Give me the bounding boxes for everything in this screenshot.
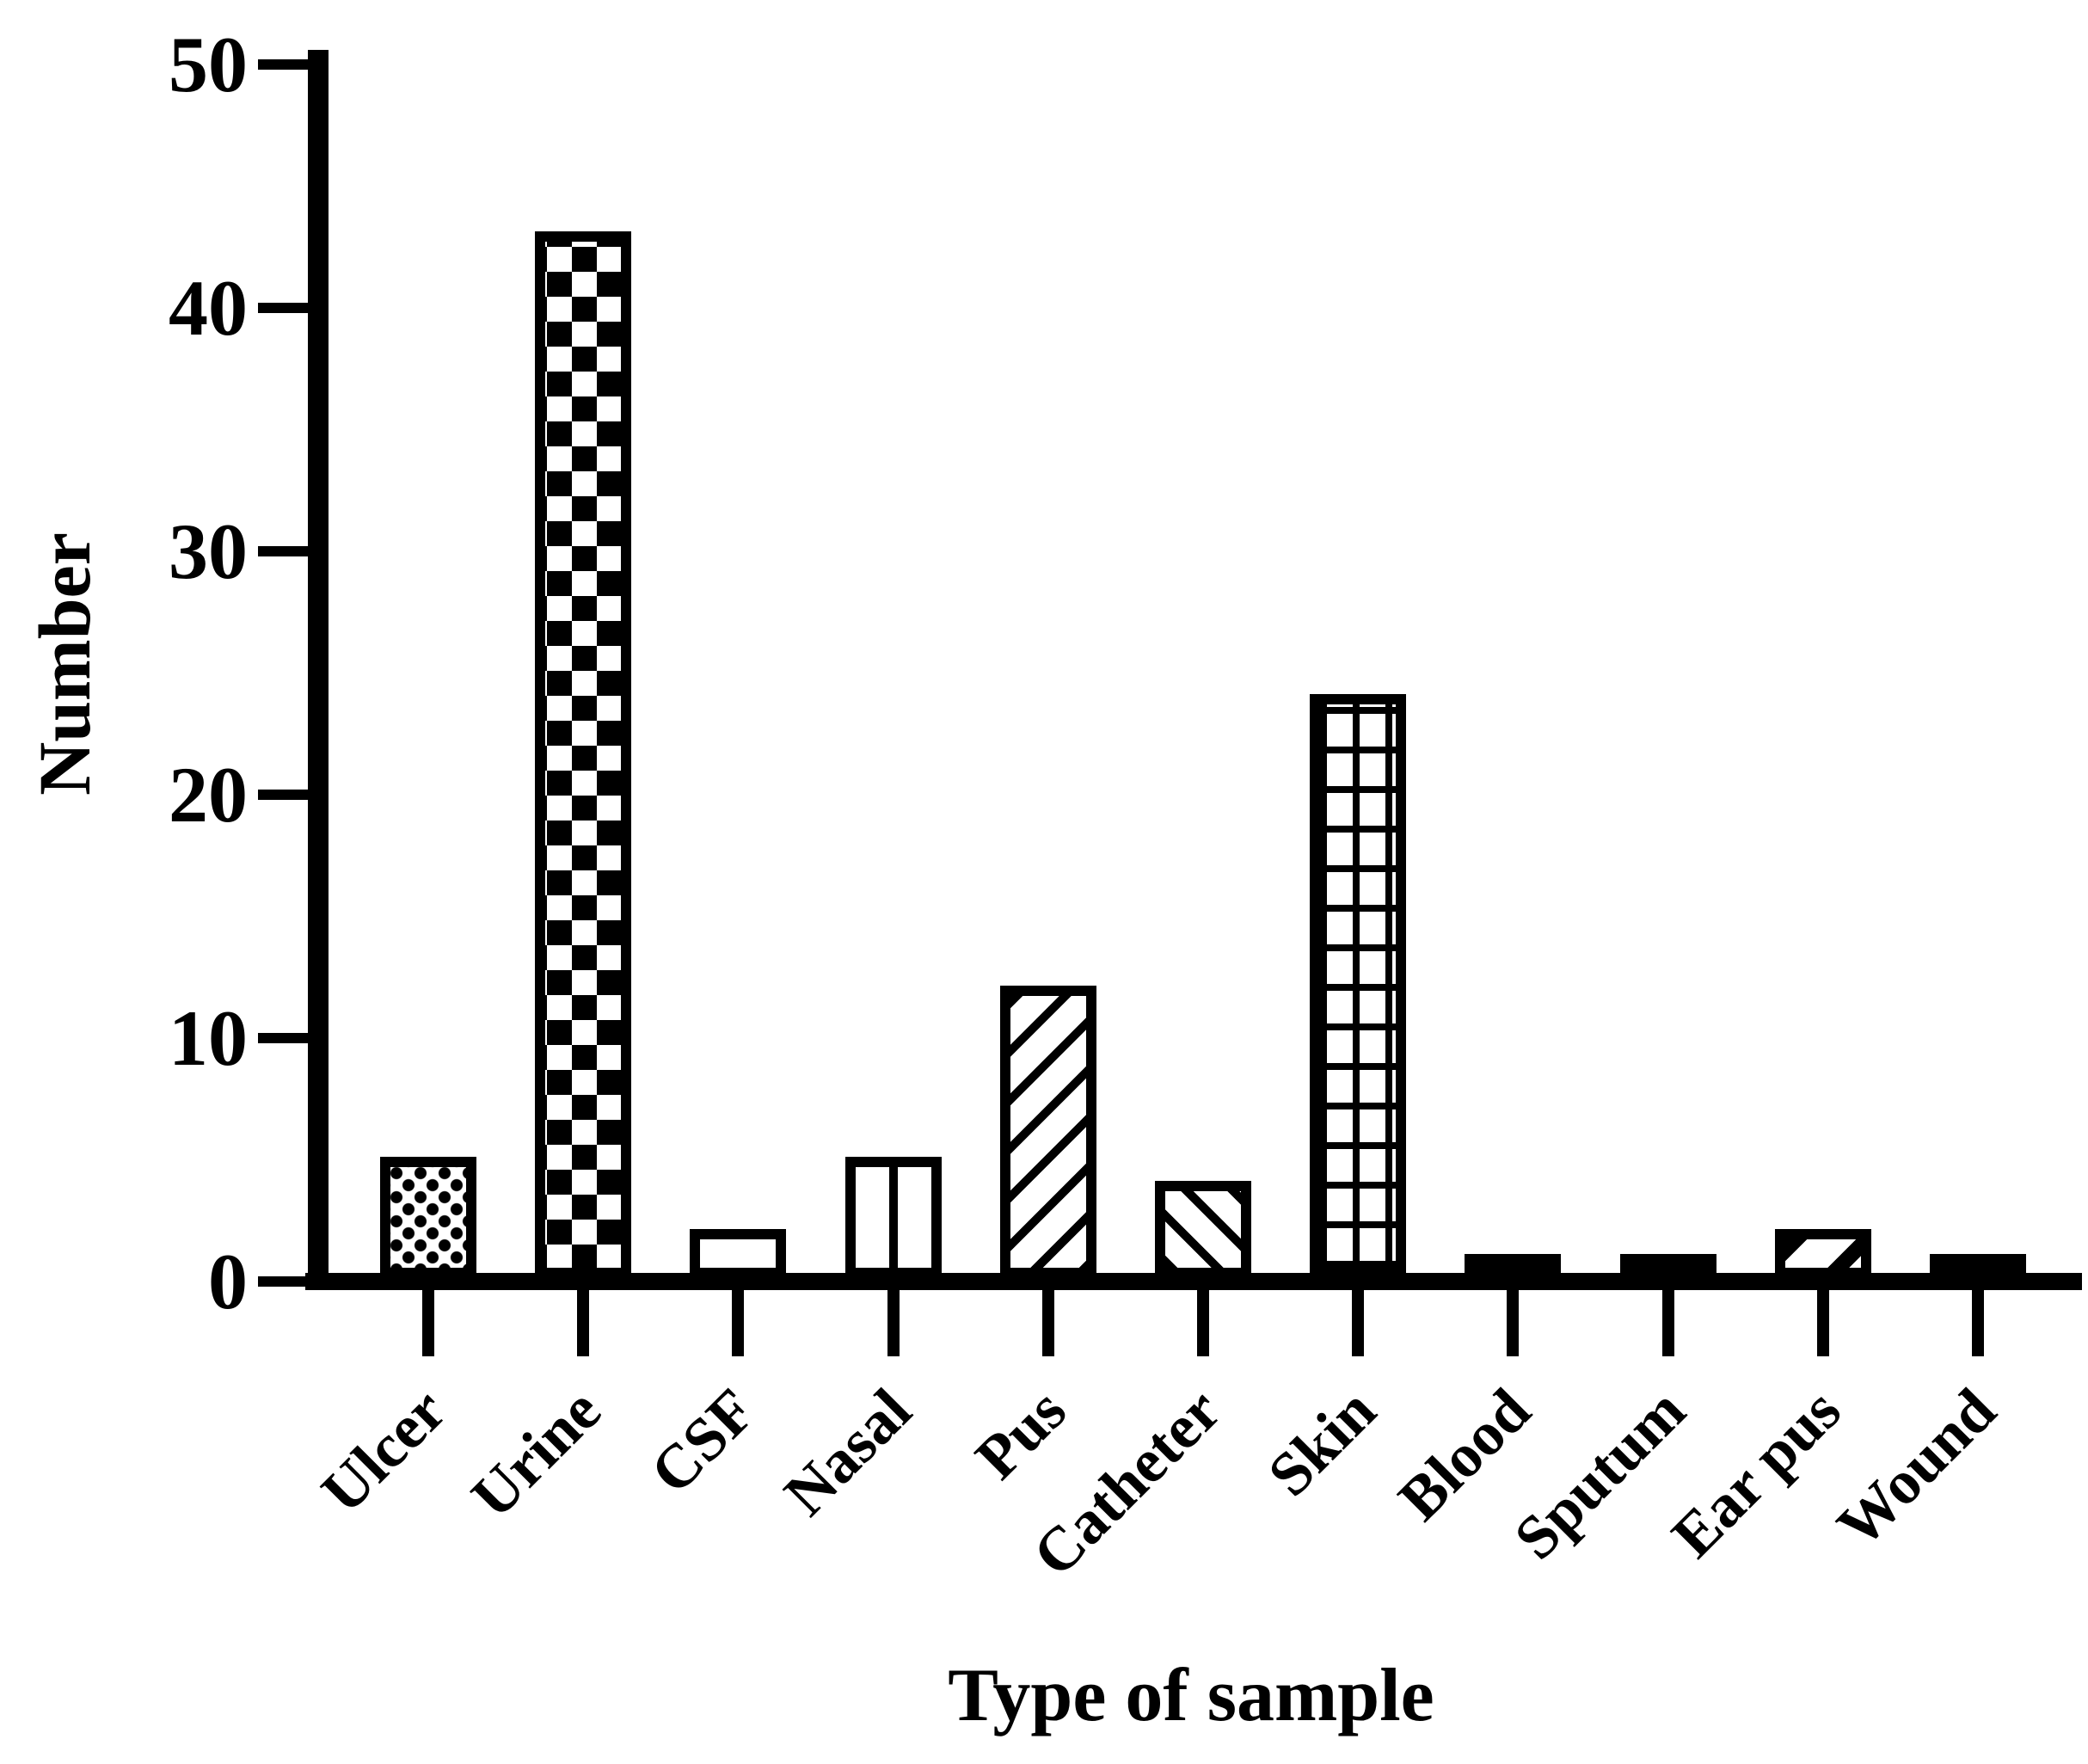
x-tick-skin: [1352, 1288, 1365, 1356]
x-category-label-sputum: Sputum: [1502, 1375, 1699, 1573]
y-tick-10: [258, 1033, 308, 1043]
y-tick-label-30: 30: [169, 507, 248, 595]
bar-ear-pus: [1774, 1229, 1871, 1278]
y-tick-50: [258, 59, 308, 70]
bar-blood: [1465, 1253, 1562, 1278]
y-tick-40: [258, 303, 308, 313]
x-category-label-ear-pus: Ear pus: [1658, 1375, 1854, 1571]
x-tick-catheter: [1197, 1288, 1209, 1356]
x-tick-nasal: [887, 1288, 900, 1356]
x-tick-pus: [1041, 1288, 1054, 1356]
y-tick-0: [258, 1276, 308, 1287]
x-tick-wound: [1972, 1288, 1984, 1356]
x-category-label-pus: Pus: [961, 1375, 1079, 1492]
y-tick-20: [258, 790, 308, 800]
x-category-label-wound: Wound: [1823, 1375, 2009, 1561]
bar-catheter: [1155, 1180, 1251, 1278]
bar-urine: [535, 231, 632, 1278]
y-tick-label-10: 10: [169, 994, 248, 1082]
bar-csf: [690, 1229, 787, 1278]
x-category-label-ulcer: Ulcer: [308, 1375, 459, 1527]
x-tick-urine: [577, 1288, 590, 1356]
bar-nasal: [844, 1156, 942, 1278]
bar-wound: [1930, 1253, 2026, 1278]
y-tick-label-0: 0: [208, 1238, 248, 1325]
x-category-label-nasal: Nasal: [771, 1375, 924, 1529]
y-tick-30: [258, 546, 308, 556]
x-tick-csf: [732, 1288, 745, 1356]
x-tick-ulcer: [422, 1288, 434, 1356]
x-category-label-skin: Skin: [1255, 1375, 1389, 1509]
x-tick-ear-pus: [1816, 1288, 1829, 1356]
x-tick-blood: [1507, 1288, 1520, 1356]
bar-skin: [1310, 693, 1407, 1278]
y-tick-label-40: 40: [169, 264, 248, 352]
x-axis-title: Type of sample: [948, 1654, 1434, 1737]
y-tick-label-50: 50: [169, 21, 248, 108]
bar-pus: [999, 986, 1096, 1278]
x-tick-sputum: [1661, 1288, 1674, 1356]
bar-sputum: [1619, 1253, 1716, 1278]
x-category-label-csf: CSF: [637, 1375, 770, 1507]
bar-ulcer: [380, 1156, 476, 1278]
y-tick-label-20: 20: [169, 751, 248, 839]
x-category-label-urine: Urine: [458, 1375, 614, 1532]
y-axis-line: [308, 50, 329, 1290]
